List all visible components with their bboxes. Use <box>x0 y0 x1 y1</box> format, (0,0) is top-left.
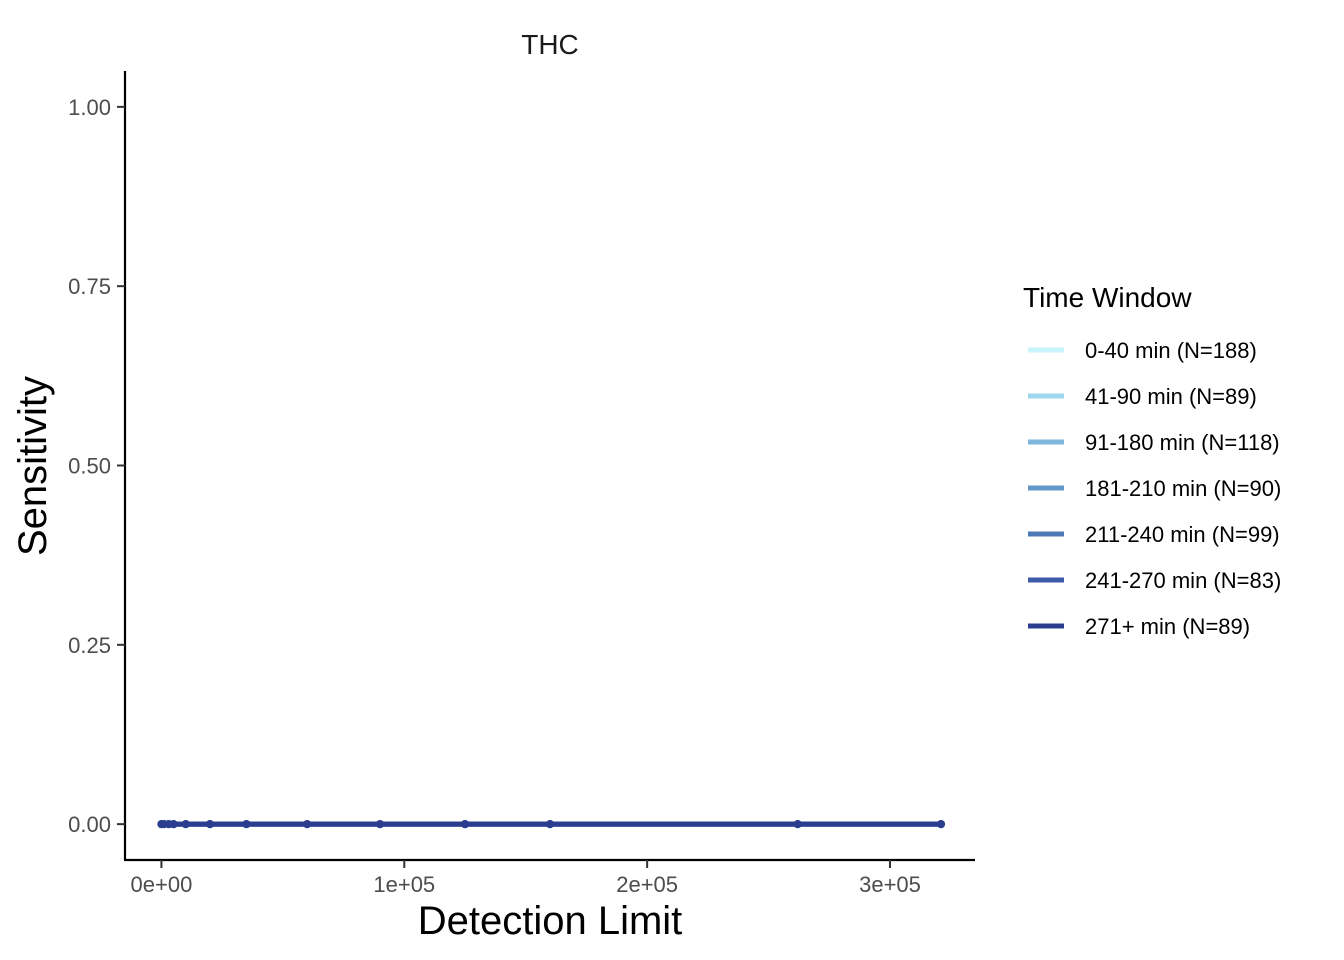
legend-label: 211-240 min (N=99) <box>1085 522 1280 547</box>
data-point <box>546 820 554 829</box>
x-ticks: 0e+00 1e+05 2e+05 3e+05 <box>131 860 921 897</box>
data-point <box>937 820 945 829</box>
legend-title: Time Window <box>1023 282 1192 313</box>
data-point <box>169 820 178 829</box>
legend: Time Window 0-40 min (N=188) 41-90 min (N… <box>1023 282 1281 639</box>
x-tick-label: 1e+05 <box>373 872 435 897</box>
data-point <box>206 820 214 829</box>
legend-label: 271+ min (N=89) <box>1085 614 1250 639</box>
legend-label: 0-40 min (N=188) <box>1085 338 1257 363</box>
data-point <box>376 820 384 829</box>
y-tick-label: 1.00 <box>68 95 111 120</box>
data-point <box>242 820 251 829</box>
legend-label: 91-180 min (N=118) <box>1085 430 1280 455</box>
data-point <box>303 820 312 829</box>
legend-label: 181-210 min (N=90) <box>1085 476 1281 501</box>
y-axis-title: Sensitivity <box>11 376 55 556</box>
y-tick-label: 0.75 <box>68 274 111 299</box>
data-point <box>181 820 190 829</box>
y-ticks: 0.00 0.25 0.50 0.75 1.00 <box>68 95 125 837</box>
x-tick-label: 3e+05 <box>859 872 921 897</box>
y-tick-label: 0.50 <box>68 454 111 479</box>
legend-label: 41-90 min (N=89) <box>1085 384 1257 409</box>
chart-title: THC <box>521 29 579 60</box>
series-layer <box>157 820 945 829</box>
data-point <box>461 820 469 829</box>
x-tick-label: 0e+00 <box>131 872 193 897</box>
legend-label: 241-270 min (N=83) <box>1085 568 1281 593</box>
x-tick-label: 2e+05 <box>616 872 678 897</box>
y-tick-label: 0.25 <box>68 633 111 658</box>
axes-layer <box>123 71 975 862</box>
data-point <box>793 820 802 829</box>
x-axis-title: Detection Limit <box>418 899 683 943</box>
legend-items: 0-40 min (N=188) 41-90 min (N=89) 91-180 m… <box>1028 338 1281 639</box>
y-tick-label: 0.00 <box>68 812 111 837</box>
